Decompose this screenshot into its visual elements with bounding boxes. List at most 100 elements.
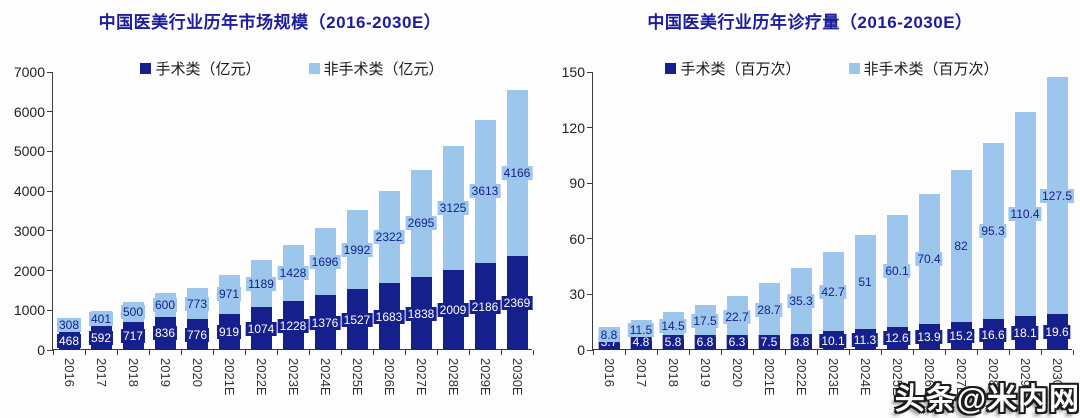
x-axis-category-label: 2017 [633, 358, 649, 387]
y-axis-tick [587, 182, 593, 184]
value-label: 1074 [245, 321, 277, 336]
x-axis-tick [720, 350, 722, 355]
x-axis-category-label: 2018 [125, 358, 141, 387]
y-axis-tick [587, 127, 593, 129]
x-axis-tick [688, 350, 690, 355]
chart-market-size: 中国医美行业历年市场规模（2016-2030E） 手术类（亿元） 非手术类（亿元… [13, 13, 534, 396]
x-axis-tick [848, 350, 850, 355]
legend-treatment-volume: 手术类（百万次） 非手术类（百万次） [592, 58, 1072, 79]
value-label: 2369 [501, 295, 533, 310]
y-axis-tick [587, 293, 593, 295]
x-axis-tick [752, 350, 754, 355]
x-axis-category-label: 2024E [857, 358, 873, 396]
x-axis-category-label: 2017 [93, 358, 109, 387]
value-label: 2186 [469, 299, 501, 314]
x-axis-tick [84, 350, 86, 355]
y-axis-tick-label: 150 [561, 64, 585, 80]
x-axis-tick [1072, 350, 1074, 355]
x-axis-category-label: 2020 [729, 358, 745, 387]
value-label: 308 [56, 318, 82, 333]
legend-item-surgical: 手术类（百万次） [665, 58, 801, 79]
x-axis-tick [436, 350, 438, 355]
x-axis-tick [500, 350, 502, 355]
value-label: 10.1 [819, 333, 847, 348]
y-axis-tick-label: 30 [569, 286, 585, 303]
y-axis-tick-label: 1000 [13, 302, 45, 319]
x-axis-tick [116, 350, 118, 355]
value-label: 13.9 [915, 330, 943, 345]
legend-swatch-nonsurgical-icon [848, 63, 860, 74]
value-label: 4166 [501, 166, 533, 181]
legend-swatch-nonsurgical-icon [308, 63, 320, 74]
x-axis-category-label: 2029E [477, 358, 493, 396]
y-axis-tick-label: 2000 [13, 262, 45, 279]
value-label: 1228 [277, 318, 309, 333]
x-axis-category-label: 2016 [601, 358, 617, 387]
x-axis-tick [1040, 350, 1042, 355]
y-axis-tick-label: 5000 [13, 143, 45, 160]
x-axis-tick [912, 350, 914, 355]
value-label: 6.8 [694, 335, 716, 349]
y-axis-tick-label: 60 [569, 230, 585, 247]
value-label: 15.2 [947, 328, 975, 343]
y-axis-tick [47, 230, 53, 232]
x-axis-category-label: 2022E [253, 358, 269, 396]
y-axis-tick-label: 7000 [13, 64, 45, 80]
x-axis-tick [180, 350, 182, 355]
y-axis-tick [587, 71, 593, 73]
x-axis-category-label: 2023E [285, 358, 301, 396]
x-axis-tick [244, 350, 246, 355]
y-axis-tick [587, 238, 593, 240]
value-label: 401 [88, 311, 114, 326]
chart-treatment-volume: 中国医美行业历年诊疗量（2016-2030E） 手术类（百万次） 非手术类（百万… [540, 0, 1080, 418]
y-axis-tick [47, 349, 53, 351]
value-label: 1428 [277, 265, 309, 280]
x-axis-tick [212, 350, 214, 355]
y-axis-tick [47, 111, 53, 113]
x-axis-category-label: 2021E [761, 358, 777, 396]
value-label: 4.8 [630, 335, 652, 349]
value-label: 468 [56, 333, 82, 348]
x-axis-category-label: 2026E [381, 358, 397, 396]
value-label: 82 [952, 238, 970, 253]
value-label: 22.7 [723, 310, 751, 325]
y-axis-tick-label: 4000 [13, 183, 45, 200]
y-axis-tick [47, 71, 53, 73]
legend-item-surgical: 手术类（亿元） [140, 58, 261, 79]
y-axis-tick [587, 349, 593, 351]
value-label: 127.5 [1039, 188, 1075, 203]
value-label: 919 [216, 324, 242, 339]
legend-item-nonsurgical: 非手术类（亿元） [308, 58, 444, 79]
x-axis-tick [52, 350, 54, 355]
y-axis-tick [47, 150, 53, 152]
value-label: 70.4 [915, 252, 943, 266]
x-axis-tick [148, 350, 150, 355]
y-axis-tick-label: 0 [577, 342, 585, 358]
legend-label-surgical: 手术类（亿元） [155, 61, 261, 78]
value-label: 1838 [405, 306, 437, 321]
y-axis-tick [47, 270, 53, 272]
x-axis-tick [468, 350, 470, 355]
value-label: 51 [856, 274, 874, 289]
x-axis-category-label: 2020 [189, 358, 205, 387]
x-axis-tick [404, 350, 406, 355]
legend-item-nonsurgical: 非手术类（百万次） [848, 58, 999, 79]
legend-label-nonsurgical: 非手术类（百万次） [863, 61, 999, 78]
value-label: 16.6 [979, 327, 1007, 342]
value-label: 35.3 [787, 293, 815, 308]
value-label: 1696 [309, 254, 341, 269]
x-axis-tick [656, 350, 658, 355]
x-axis-tick [624, 350, 626, 355]
value-label: 19.6 [1043, 324, 1071, 339]
y-axis-tick-label: 90 [569, 175, 585, 192]
value-label: 776 [184, 327, 210, 342]
value-label: 592 [88, 331, 114, 346]
value-label: 773 [184, 296, 210, 311]
y-axis-tick-label: 120 [561, 119, 585, 136]
value-label: 6.3 [726, 335, 748, 349]
value-label: 2009 [437, 303, 469, 318]
value-label: 7.5 [758, 335, 780, 349]
value-label: 3613 [469, 184, 501, 199]
x-axis-category-label: 2025E [349, 358, 365, 396]
